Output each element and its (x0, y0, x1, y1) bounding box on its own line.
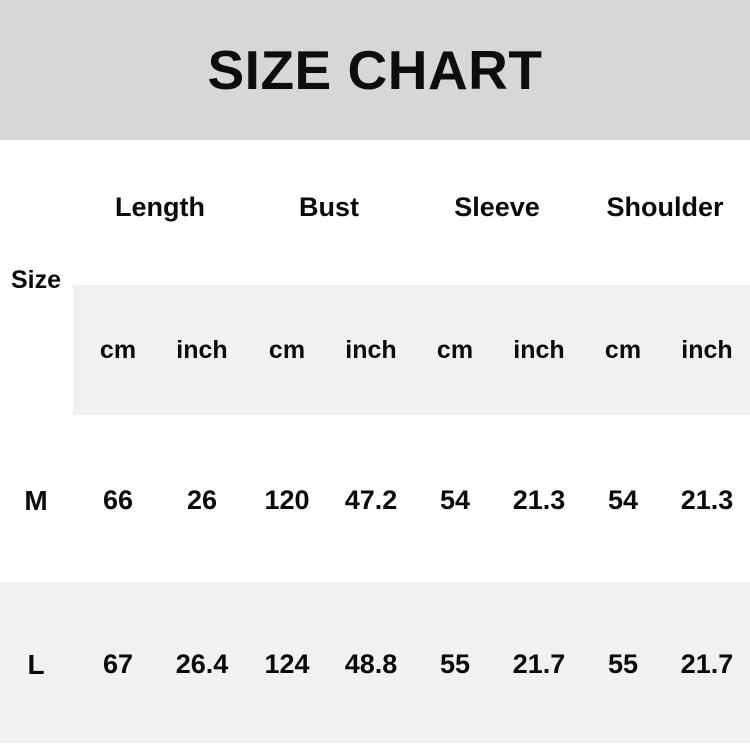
cell-length-cm: 66 (102, 485, 134, 515)
unit-header-length-cm: cm (99, 336, 137, 364)
cell-sleeve-cm: 55 (439, 649, 471, 679)
cell-shoulder-cm: 54 (607, 485, 639, 515)
column-header-sleeve: Sleeve (454, 192, 540, 222)
title-band (0, 0, 750, 140)
row-size-key: L (27, 649, 45, 680)
cell-shoulder-cm: 55 (607, 649, 639, 679)
unit-header-sleeve-inch: inch (513, 336, 565, 364)
unit-header-bust-inch: inch (345, 336, 397, 364)
size-column-header: Size (10, 266, 62, 294)
unit-header-shoulder-inch: inch (681, 336, 733, 364)
cell-bust-cm: 120 (264, 485, 310, 515)
page-title: SIZE CHART (207, 39, 543, 101)
unit-header-shoulder-cm: cm (604, 336, 642, 364)
cell-bust-inch: 47.2 (344, 485, 398, 515)
unit-header-sleeve-cm: cm (436, 336, 474, 364)
unit-header-bust-cm: cm (268, 336, 306, 364)
cell-sleeve-cm: 54 (439, 485, 471, 515)
units-row-band (73, 285, 750, 415)
column-header-bust: Bust (299, 192, 359, 222)
cell-length-inch: 26 (186, 485, 218, 515)
cell-length-cm: 67 (102, 649, 134, 679)
cell-length-inch: 26.4 (175, 649, 229, 679)
unit-header-length-inch: inch (176, 336, 228, 364)
cell-shoulder-inch: 21.3 (680, 485, 734, 515)
cell-sleeve-inch: 21.7 (512, 649, 566, 679)
row-band-l (0, 582, 750, 743)
column-header-length: Length (115, 192, 205, 222)
column-header-shoulder: Shoulder (606, 192, 724, 222)
cell-bust-cm: 124 (264, 649, 310, 679)
row-size-key: M (24, 485, 48, 516)
cell-bust-inch: 48.8 (344, 649, 398, 679)
cell-shoulder-inch: 21.7 (680, 649, 734, 679)
cell-sleeve-inch: 21.3 (512, 485, 566, 515)
